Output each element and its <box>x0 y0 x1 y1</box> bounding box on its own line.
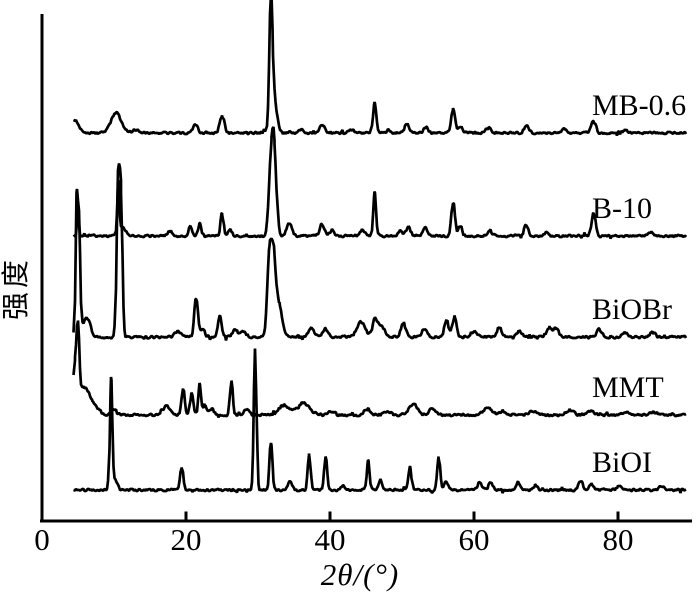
x-tick-label: 60 <box>458 522 490 557</box>
trace-mmt <box>72 320 687 418</box>
series-label-biobr: BiOBr <box>592 293 673 326</box>
y-axis-title: 强度 <box>1 255 32 321</box>
trace-mb-0-6 <box>72 0 688 137</box>
series-label-mb-0-6: MB-0.6 <box>592 89 687 122</box>
x-tick-label: 0 <box>34 522 50 557</box>
series-label-bioi: BiOI <box>592 446 652 479</box>
series-label-b-10: B-10 <box>592 192 652 225</box>
trace-biobr <box>72 163 688 341</box>
series-label-mmt: MMT <box>592 371 664 404</box>
x-axis-title: 2θ/(°) <box>320 557 400 592</box>
trace-bioi <box>73 348 687 494</box>
x-tick-label: 40 <box>314 522 346 557</box>
x-tick-label: 20 <box>170 522 202 557</box>
x-tick-label: 80 <box>602 522 634 557</box>
trace-b-10 <box>72 126 688 240</box>
